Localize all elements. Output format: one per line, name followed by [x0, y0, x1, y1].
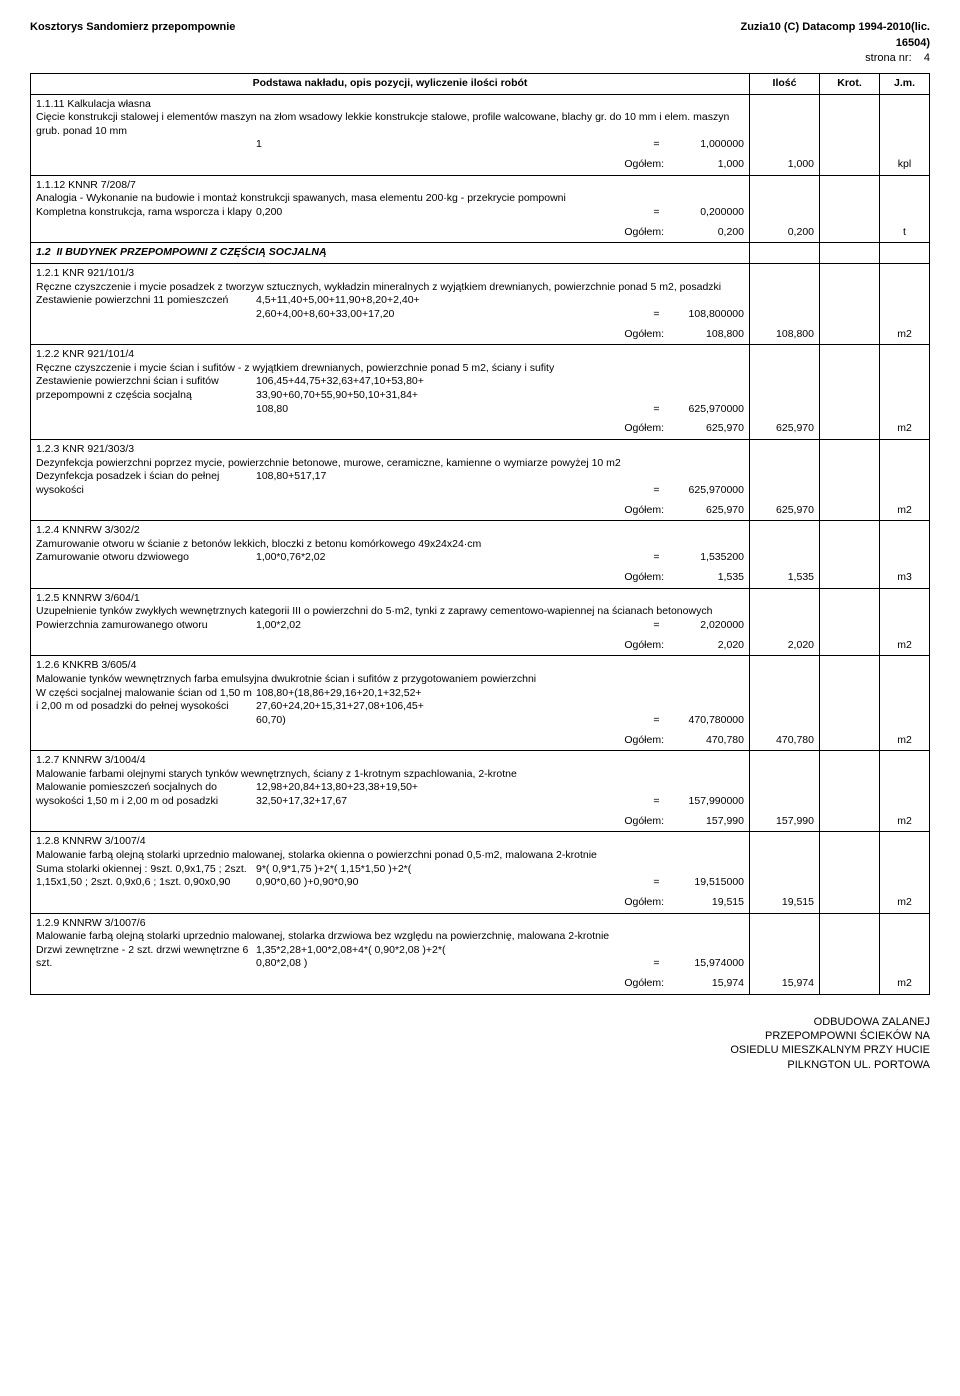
footer: ODBUDOWA ZALANEJ PRZEPOMPOWNI ŚCIEKÓW NA…: [30, 1015, 930, 1072]
item-row: 1.2.7 KNNRW 3/1004/4Malowanie farbami ol…: [31, 751, 930, 812]
doc-title-right2: 16504): [30, 36, 930, 50]
item-row: 1.2.4 KNNRW 3/302/2Zamurowanie otworu w …: [31, 521, 930, 568]
item-total-row: Ogółem:19,51519,515m2: [31, 893, 930, 913]
item-row: 1.2.5 KNNRW 3/604/1Uzupełnienie tynków z…: [31, 588, 930, 635]
footer-line: ODBUDOWA ZALANEJ: [30, 1015, 930, 1029]
item-row: 1.1.11 Kalkulacja własnaCięcie konstrukc…: [31, 94, 930, 155]
item-total-row: Ogółem:0,2000,200t: [31, 223, 930, 243]
table-header-row: Podstawa nakładu, opis pozycji, wyliczen…: [31, 73, 930, 94]
item-row: 1.2.3 KNR 921/303/3Dezynfekcja powierzch…: [31, 439, 930, 500]
item-total-row: Ogółem:470,780470,780m2: [31, 731, 930, 751]
item-row: 1.2.8 KNNRW 3/1007/4Malowanie farbą olej…: [31, 832, 930, 893]
page-info: strona nr: 4: [30, 51, 930, 65]
doc-title-left: Kosztorys Sandomierz przepompownie: [30, 20, 235, 34]
item-total-row: Ogółem:625,970625,970m2: [31, 501, 930, 521]
item-row: 1.2.2 KNR 921/101/4Ręczne czyszczenie i …: [31, 345, 930, 420]
item-row: 1.1.12 KNNR 7/208/7Analogia - Wykonanie …: [31, 175, 930, 222]
col-header-desc: Podstawa nakładu, opis pozycji, wyliczen…: [31, 73, 750, 94]
item-row: 1.2.6 KNKRB 3/605/4Malowanie tynków wewn…: [31, 656, 930, 731]
col-header-jm: J.m.: [880, 73, 930, 94]
item-total-row: Ogółem:15,97415,974m2: [31, 974, 930, 994]
item-row: 1.2.1 KNR 921/101/3Ręczne czyszczenie i …: [31, 263, 930, 324]
item-row: 1.2.9 KNNRW 3/1007/6Malowanie farbą olej…: [31, 913, 930, 974]
item-total-row: Ogółem:1,5351,535m3: [31, 568, 930, 588]
col-header-qty: Ilość: [750, 73, 820, 94]
item-total-row: Ogółem:1,0001,000kpl: [31, 155, 930, 175]
footer-line: PRZEPOMPOWNI ŚCIEKÓW NA: [30, 1029, 930, 1043]
section-row: 1.2 II BUDYNEK PRZEPOMPOWNI Z CZĘŚCIĄ SO…: [31, 243, 930, 264]
item-total-row: Ogółem:108,800108,800m2: [31, 325, 930, 345]
item-total-row: Ogółem:2,0202,020m2: [31, 636, 930, 656]
footer-line: PILKNGTON UL. PORTOWA: [30, 1058, 930, 1072]
cost-estimate-table: Podstawa nakładu, opis pozycji, wyliczen…: [30, 73, 930, 995]
footer-line: OSIEDLU MIESZKALNYM PRZY HUCIE: [30, 1043, 930, 1057]
doc-title-right: Zuzia10 (C) Datacomp 1994-2010(lic.: [740, 20, 930, 34]
col-header-krot: Krot.: [820, 73, 880, 94]
item-total-row: Ogółem:157,990157,990m2: [31, 812, 930, 832]
item-total-row: Ogółem:625,970625,970m2: [31, 419, 930, 439]
